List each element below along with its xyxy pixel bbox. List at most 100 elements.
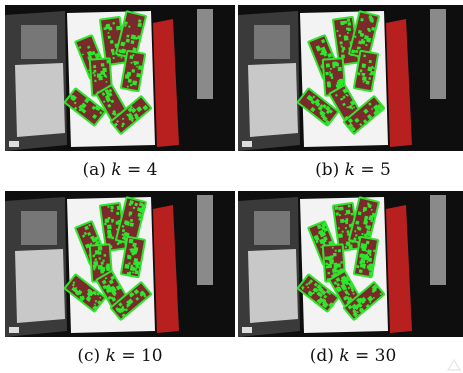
green-speckle [103,254,107,257]
panel-a-image [5,5,235,151]
green-speckle [121,307,126,311]
green-speckle [315,98,320,104]
green-speckle [313,236,316,239]
green-speckle [352,292,355,295]
left-shelf [254,211,290,245]
green-speckle [73,101,77,105]
green-speckle [344,213,347,216]
green-speckle [115,284,122,291]
green-speckle [310,99,316,105]
green-speckle [341,230,344,233]
green-speckle [94,258,98,261]
green-speckle [328,109,333,114]
green-speckle [368,271,374,277]
green-speckle [96,292,100,296]
green-speckle [345,291,349,295]
green-speckle [354,230,357,233]
green-speckle [359,69,363,73]
green-speckle [343,220,347,223]
green-speckle [328,85,331,88]
block-2 [348,196,380,246]
green-speckle [369,301,372,304]
green-speckle [91,50,96,56]
green-speckle [368,258,372,262]
green-speckle [94,238,98,242]
green-speckle [372,284,377,289]
green-speckle [319,52,323,56]
green-speckle [370,208,373,211]
green-speckle [84,97,90,104]
green-speckle [108,28,111,31]
green-speckle [92,290,96,295]
green-speckle [124,21,128,25]
green-speckle [363,220,369,225]
green-speckle [328,302,335,309]
green-speckle [135,296,140,301]
green-speckle [133,60,136,64]
green-speckle [355,220,360,225]
green-speckle [104,276,108,280]
green-speckle [336,286,343,293]
block-8 [342,281,386,321]
green-speckle [373,249,376,253]
green-speckle [93,74,96,77]
green-speckle [111,220,114,223]
green-speckle [344,227,347,230]
green-speckle [93,268,96,271]
green-speckle [363,108,369,114]
corner-tag [242,327,252,333]
green-speckle [97,246,103,251]
green-speckle [123,220,129,225]
green-speckle [358,307,365,314]
green-speckle [338,214,341,217]
green-speckle [106,284,111,289]
green-speckle [361,254,367,260]
green-speckle [309,279,314,284]
green-speckle [359,123,363,127]
green-speckle [104,222,107,226]
green-speckle [132,47,137,52]
green-speckle [127,78,132,83]
green-speckle [116,25,121,31]
green-speckle [368,59,372,64]
green-speckle [357,29,362,34]
green-speckle [104,94,110,100]
green-speckle [307,281,311,285]
green-speckle [353,304,359,310]
green-speckle [347,204,351,208]
green-speckle [325,289,331,295]
green-speckle [316,224,322,230]
green-speckle [132,242,137,248]
green-speckle [377,104,380,107]
green-speckle [107,236,110,239]
green-speckle [360,38,364,42]
green-speckle [340,283,347,290]
green-speckle [366,261,369,263]
green-speckle [129,248,132,251]
green-speckle [106,23,111,28]
green-speckle [99,111,103,115]
green-speckle [308,96,314,102]
green-speckle [119,51,122,54]
green-speckle [361,76,367,81]
green-speckle [107,35,111,39]
green-speckle [369,253,372,257]
green-speckle [369,16,374,22]
green-speckle [357,226,362,231]
left-shelf [21,25,57,59]
green-speckle [110,209,114,213]
green-speckle [87,231,92,236]
green-speckle [127,298,134,305]
green-speckle [73,106,78,111]
scene-d [238,191,463,337]
green-speckle [338,206,342,211]
green-speckle [134,270,139,275]
green-speckle [335,277,341,283]
left-shelf [21,211,57,245]
green-speckle [142,104,149,111]
green-speckle [358,303,363,308]
caption-d: (d) k = 30 [309,346,397,366]
green-speckle [130,61,133,64]
green-speckle [126,300,129,304]
green-speckle [360,299,366,304]
